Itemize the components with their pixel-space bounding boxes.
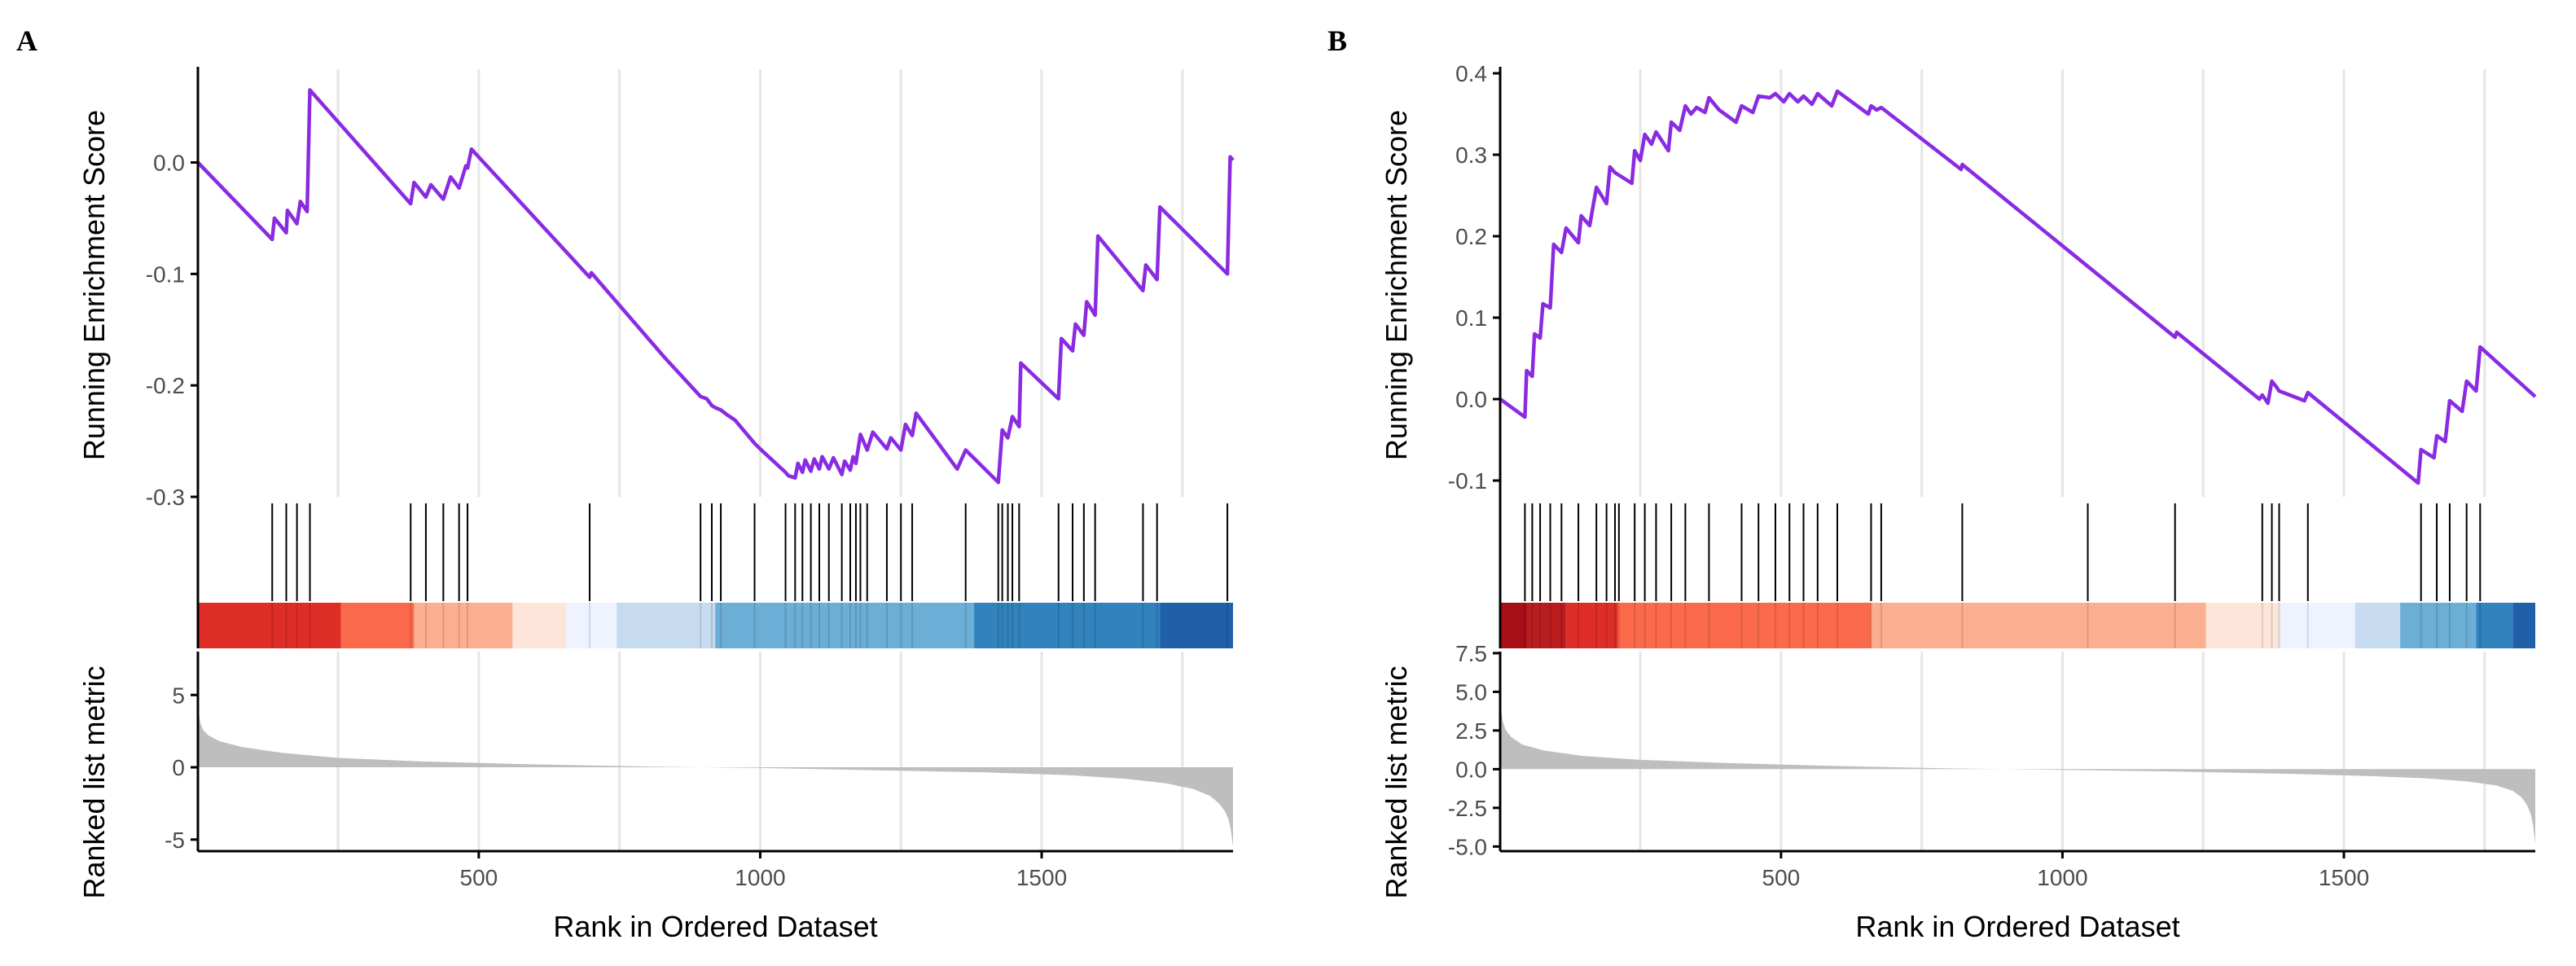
heat-band xyxy=(2205,603,2280,648)
xtick-label: 500 xyxy=(460,865,498,890)
es-ytick-label: -0.3 xyxy=(146,485,185,510)
es-y-axis-title: Running Enrichment Score xyxy=(1380,110,1413,460)
running-es-line xyxy=(1499,89,2537,485)
es-ytick-label: 0.3 xyxy=(1455,143,1487,168)
heat-band xyxy=(1871,603,2206,648)
metric-ytick-label: -5.0 xyxy=(1448,834,1487,859)
es-ytick-label: 0.0 xyxy=(153,150,185,175)
es-ytick-label: -0.1 xyxy=(146,261,185,287)
metric-ytick-label: 5.0 xyxy=(1455,679,1487,705)
heat-band xyxy=(2400,603,2477,648)
es-ytick-label: 0.0 xyxy=(1455,387,1487,412)
es-ytick-label: -0.1 xyxy=(1448,468,1487,494)
heat-band xyxy=(974,603,1161,648)
heat-band xyxy=(2512,603,2535,648)
heat-band xyxy=(198,603,341,648)
heat-band xyxy=(2279,603,2355,648)
metric-ytick-label: 2.5 xyxy=(1455,718,1487,744)
panel-a: A 0.0 -0.1 -0.2 -0.3 5 0 -5 500 1000 1500 Rank in … xyxy=(16,24,1235,943)
metric-ytick-label: 5 xyxy=(172,683,185,708)
metric-y-axis-title: Ranked list metric xyxy=(77,665,111,898)
heat-band xyxy=(566,603,617,648)
panel-b: B 0.4 0.3 0.2 0.1 0.0 -0.1 7.5 5.0 2.5 0.0 -2.5 -5.… xyxy=(1327,24,2537,943)
heat-band xyxy=(617,603,716,648)
es-ytick-label: 0.4 xyxy=(1455,61,1487,86)
heat-band xyxy=(512,603,567,648)
heat-band xyxy=(1565,603,1618,648)
running-es-line xyxy=(196,88,1235,485)
xtick-label: 1000 xyxy=(735,865,785,890)
heat-band xyxy=(340,603,415,648)
xtick-label: 1500 xyxy=(1016,865,1067,890)
xtick-label: 1000 xyxy=(2037,865,2087,890)
metric-ytick-label: 0.0 xyxy=(1455,757,1487,782)
heat-band xyxy=(1526,603,1566,648)
metric-ytick-label: -5 xyxy=(165,828,185,853)
metric-ytick-label: 0 xyxy=(172,755,185,780)
es-ytick-label: -0.2 xyxy=(146,373,185,398)
x-axis-title: Rank in Ordered Dataset xyxy=(1855,910,2179,943)
es-ytick-label: 0.2 xyxy=(1455,224,1487,249)
heat-band xyxy=(2476,603,2513,648)
heat-band xyxy=(414,603,513,648)
ranked-metric-area xyxy=(1500,699,2535,844)
metric-ytick-label: 7.5 xyxy=(1455,641,1487,666)
xtick-label: 1500 xyxy=(2319,865,2369,890)
heat-band xyxy=(1500,603,1527,648)
es-y-axis-title: Running Enrichment Score xyxy=(77,110,111,460)
heat-band xyxy=(715,603,975,648)
metric-y-axis-title: Ranked list metric xyxy=(1380,665,1413,898)
x-axis-title: Rank in Ordered Dataset xyxy=(553,910,877,943)
xtick-label: 500 xyxy=(1762,865,1801,890)
panel-label-a: A xyxy=(16,24,37,57)
heat-band xyxy=(2354,603,2401,648)
metric-ytick-label: -2.5 xyxy=(1448,796,1487,821)
es-ytick-label: 0.1 xyxy=(1455,305,1487,331)
heat-band xyxy=(1617,603,1872,648)
panel-label-b: B xyxy=(1327,24,1347,57)
heat-band xyxy=(1160,603,1233,648)
ranked-metric-area xyxy=(198,706,1233,847)
